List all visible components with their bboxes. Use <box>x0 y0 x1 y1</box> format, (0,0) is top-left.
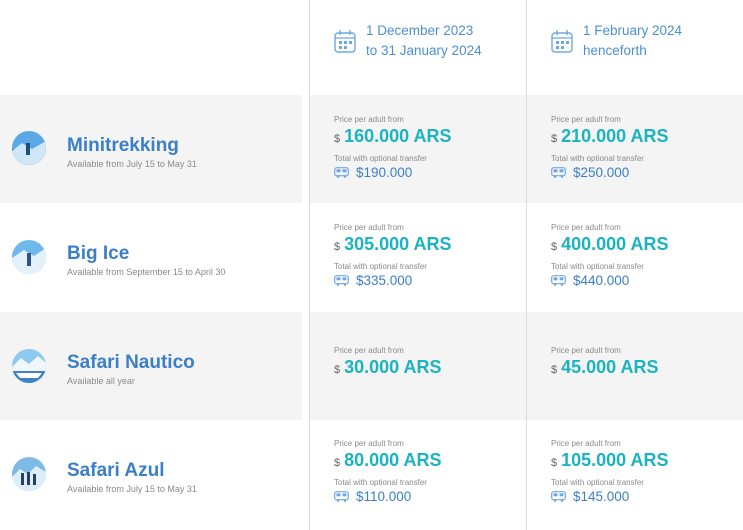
price-value: $45.000 ARS <box>551 357 659 378</box>
transfer-total: $440.000 <box>551 273 629 288</box>
bus-icon <box>551 491 566 502</box>
price-cell: Price per adult from $400.000 ARS Total … <box>527 203 743 311</box>
price-amount: 80.000 ARS <box>344 450 442 470</box>
period-end: to 31 January 2024 <box>366 43 482 58</box>
price-value: $160.000 ARS <box>334 126 452 147</box>
price-amount: 160.000 ARS <box>344 126 452 146</box>
transfer-label: Total with optional transfer <box>334 154 427 163</box>
tour-info-cell: Safari Azul Available from July 15 to Ma… <box>0 420 302 528</box>
tour-info-cell: Safari Nautico Available all year <box>0 312 302 420</box>
period-header-2: 1 February 2024 henceforth <box>551 21 682 61</box>
tour-name[interactable]: Minitrekking <box>67 135 179 156</box>
column-divider <box>526 0 527 530</box>
tour-availability: Available from July 15 to May 31 <box>67 159 197 169</box>
bus-icon <box>334 491 349 502</box>
transfer-total: $250.000 <box>551 165 629 180</box>
transfer-amount: $145.000 <box>573 489 630 504</box>
transfer-amount: $440.000 <box>573 273 630 288</box>
price-label: Price per adult from <box>334 223 404 232</box>
tour-photo-minitrekking <box>12 131 46 165</box>
tour-availability: Available from July 15 to May 31 <box>67 484 197 494</box>
price-value: $80.000 ARS <box>334 450 442 471</box>
bus-icon <box>551 275 566 286</box>
currency-symbol: $ <box>551 364 558 376</box>
price-label: Price per adult from <box>334 439 404 448</box>
price-value: $30.000 ARS <box>334 357 442 378</box>
currency-symbol: $ <box>334 241 341 253</box>
tour-photo-safari-nautico <box>12 349 46 383</box>
transfer-label: Total with optional transfer <box>551 262 644 271</box>
price-cell: Price per adult from $305.000 ARS Total … <box>310 203 526 311</box>
tour-row-minitrekking: Minitrekking Available from July 15 to M… <box>0 95 743 203</box>
currency-symbol: $ <box>551 457 558 469</box>
tour-availability: Available all year <box>67 376 135 386</box>
currency-symbol: $ <box>334 457 341 469</box>
calendar-icon <box>334 30 356 53</box>
transfer-total: $335.000 <box>334 273 412 288</box>
tour-row-safari-nautico: Safari Nautico Available all year Price … <box>0 312 743 420</box>
price-label: Price per adult from <box>551 439 621 448</box>
price-value: $400.000 ARS <box>551 234 669 255</box>
transfer-total: $110.000 <box>334 489 411 504</box>
tour-info-cell: Minitrekking Available from July 15 to M… <box>0 95 302 203</box>
transfer-label: Total with optional transfer <box>334 478 427 487</box>
transfer-label: Total with optional transfer <box>334 262 427 271</box>
price-amount: 400.000 ARS <box>561 234 669 254</box>
tour-name[interactable]: Safari Nautico <box>67 352 195 373</box>
price-cell: Price per adult from $80.000 ARS Total w… <box>310 420 526 528</box>
price-value: $105.000 ARS <box>551 450 669 471</box>
transfer-amount: $250.000 <box>573 165 630 180</box>
price-label: Price per adult from <box>551 115 621 124</box>
price-cell: Price per adult from $30.000 ARS <box>310 312 526 420</box>
bus-icon <box>551 167 566 178</box>
price-cell: Price per adult from $210.000 ARS Total … <box>527 95 743 203</box>
transfer-label: Total with optional transfer <box>551 154 644 163</box>
tour-name[interactable]: Safari Azul <box>67 460 165 481</box>
currency-symbol: $ <box>334 133 341 145</box>
price-amount: 30.000 ARS <box>344 357 442 377</box>
price-cell: Price per adult from $160.000 ARS Total … <box>310 95 526 203</box>
transfer-amount: $335.000 <box>356 273 413 288</box>
transfer-amount: $190.000 <box>356 165 413 180</box>
price-label: Price per adult from <box>551 346 621 355</box>
currency-symbol: $ <box>551 241 558 253</box>
transfer-total: $145.000 <box>551 489 629 504</box>
price-cell: Price per adult from $105.000 ARS Total … <box>527 420 743 528</box>
price-cell: Price per adult from $45.000 ARS <box>527 312 743 420</box>
price-label: Price per adult from <box>334 115 404 124</box>
price-amount: 105.000 ARS <box>561 450 669 470</box>
currency-symbol: $ <box>334 364 341 376</box>
currency-symbol: $ <box>551 133 558 145</box>
price-amount: 45.000 ARS <box>561 357 659 377</box>
price-value: $305.000 ARS <box>334 234 452 255</box>
price-amount: 210.000 ARS <box>561 126 669 146</box>
price-label: Price per adult from <box>334 346 404 355</box>
bus-icon <box>334 275 349 286</box>
bus-icon <box>334 167 349 178</box>
transfer-total: $190.000 <box>334 165 412 180</box>
tour-name[interactable]: Big Ice <box>67 243 130 264</box>
tour-info-cell: Big Ice Available from September 15 to A… <box>0 203 302 311</box>
tour-photo-big-ice <box>12 240 46 274</box>
transfer-amount: $110.000 <box>356 489 412 504</box>
price-value: $210.000 ARS <box>551 126 669 147</box>
tour-availability: Available from September 15 to April 30 <box>67 267 226 277</box>
price-amount: 305.000 ARS <box>344 234 452 254</box>
calendar-icon <box>551 30 573 53</box>
period-header-1: 1 December 2023 to 31 January 2024 <box>334 21 482 61</box>
column-divider <box>309 0 310 530</box>
period-end: henceforth <box>583 43 647 58</box>
price-label: Price per adult from <box>551 223 621 232</box>
transfer-label: Total with optional transfer <box>551 478 644 487</box>
tour-row-safari-azul: Safari Azul Available from July 15 to Ma… <box>0 420 743 528</box>
tour-row-big-ice: Big Ice Available from September 15 to A… <box>0 203 743 311</box>
period-start: 1 February 2024 <box>583 23 683 38</box>
period-start: 1 December 2023 <box>366 23 474 38</box>
tour-photo-safari-azul <box>12 457 46 491</box>
